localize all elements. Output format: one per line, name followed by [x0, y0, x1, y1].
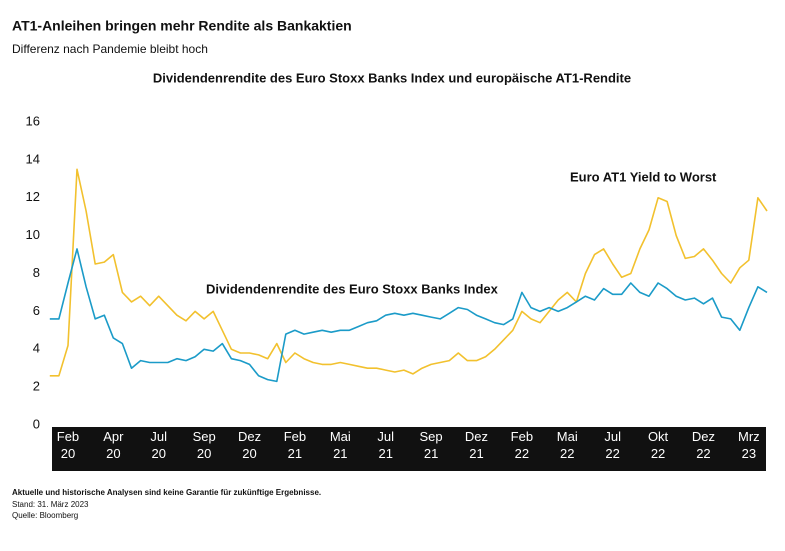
x-tick-label: Sep 20	[193, 429, 216, 461]
x-tick-label: Mai 21	[330, 429, 351, 461]
line-series	[49, 248, 768, 383]
x-tick-label: Feb 20	[57, 429, 79, 461]
x-tick-label: Jul 21	[377, 429, 394, 461]
x-tick-label: Apr 20	[103, 429, 124, 461]
x-tick-label: Dez 21	[465, 429, 488, 461]
subtitle: Differenz nach Pandemie bleibt hoch	[12, 42, 208, 56]
x-tick-label: Dez 20	[238, 429, 261, 461]
y-tick-label: 4	[33, 341, 40, 356]
x-tick-label: Feb 22	[511, 429, 533, 461]
x-tick-label: Sep 21	[420, 429, 443, 461]
y-tick-label: 10	[26, 227, 40, 242]
line-series	[49, 168, 768, 377]
x-axis-band	[52, 427, 766, 471]
x-tick-label: Mrz 23	[738, 429, 760, 461]
chart-title: AT1-Anleihen bringen mehr Rendite als Ba…	[12, 18, 352, 34]
plot-title: Dividendenrendite des Euro Stoxx Banks I…	[153, 70, 631, 85]
x-tick-label: Mai 22	[557, 429, 578, 461]
x-tick-label: Feb 21	[284, 429, 306, 461]
date-note: Stand: 31. März 2023	[12, 500, 89, 509]
y-tick-label: 12	[26, 189, 40, 204]
y-tick-label: 2	[33, 379, 40, 394]
series-label: Euro AT1 Yield to Worst	[570, 169, 717, 184]
y-tick-label: 6	[33, 303, 40, 318]
y-tick-label: 8	[33, 265, 40, 280]
source: Quelle: Bloomberg	[12, 511, 78, 520]
footnote: Aktuelle und historische Analysen sind k…	[12, 488, 321, 497]
x-tick-label: Okt 22	[648, 429, 669, 461]
y-tick-label: 16	[26, 113, 40, 128]
y-tick-label: 0	[33, 416, 40, 431]
x-tick-label: Jul 20	[150, 429, 167, 461]
y-tick-label: 14	[26, 151, 40, 166]
x-tick-label: Jul 22	[604, 429, 621, 461]
x-tick-label: Dez 22	[692, 429, 715, 461]
series-label: Dividendenrendite des Euro Stoxx Banks I…	[206, 281, 499, 296]
